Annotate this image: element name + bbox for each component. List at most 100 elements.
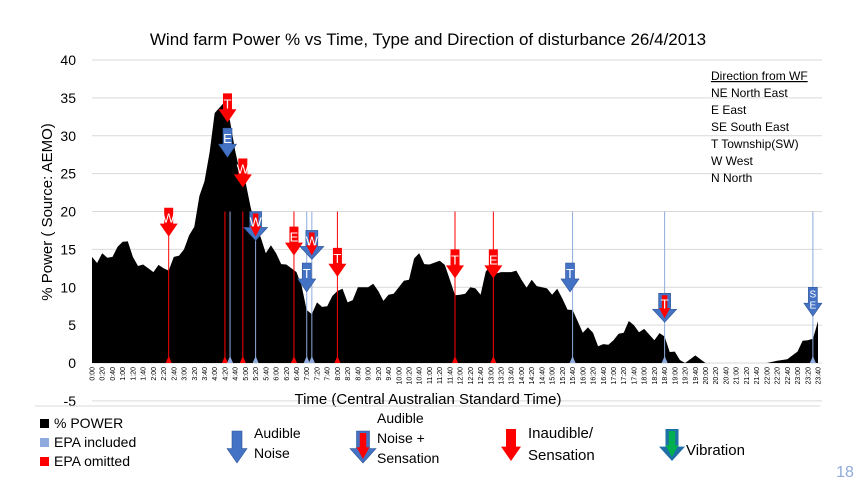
epa-included-legend-label: EPA included: [54, 434, 136, 450]
epa-included-marker: [303, 356, 310, 363]
epa-included-marker: [569, 356, 576, 363]
audible-legend-label: Audible: [254, 425, 301, 441]
x-tick-label: 21:00: [734, 367, 741, 385]
x-tick-label: 15:20: [560, 367, 567, 385]
disturbance-direction-label: T: [661, 296, 669, 311]
disturbance-arrow-inaudible: [328, 247, 347, 277]
y-tick-label: 5: [68, 317, 76, 333]
x-tick-label: 7:40: [325, 367, 332, 381]
x-tick-label: 1:20: [130, 367, 137, 381]
disturbance-arrow-audible: [560, 262, 580, 293]
x-tick-label: 21:40: [754, 367, 761, 385]
epa-included-marker: [308, 356, 315, 363]
x-tick-label: 10:20: [406, 367, 413, 385]
disturbance-direction-label: W: [163, 211, 176, 226]
x-tick-label: 20:00: [703, 367, 710, 385]
vibration-legend-label: Vibration: [686, 442, 745, 459]
inaudible-legend-label: Inaudible/: [528, 425, 594, 442]
x-tick-label: 12:00: [458, 367, 465, 385]
audible-sensation-legend-label: Audible: [377, 410, 424, 426]
x-tick-label: 6:40: [294, 367, 301, 381]
disturbance-arrow-inaudible: [446, 249, 464, 279]
x-tick-label: 23:00: [795, 367, 802, 385]
x-tick-label: 23:40: [816, 367, 823, 385]
x-tick-label: 19:00: [672, 367, 679, 385]
disturbance-direction-label: T: [303, 266, 311, 281]
chart-title: Wind farm Power % vs Time, Type and Dire…: [150, 30, 706, 49]
x-tick-label: 16:20: [591, 367, 598, 385]
x-tick-label: 20:40: [723, 367, 730, 385]
x-tick-label: 10:00: [396, 367, 403, 385]
direction-item: SE South East: [711, 120, 790, 134]
x-tick-label: 18:00: [642, 367, 649, 385]
x-axis-label: Time (Central Australian Standard Time): [294, 391, 561, 408]
x-tick-label: 14:20: [529, 367, 536, 385]
x-tick-label: 3:20: [192, 367, 199, 381]
series-legend: % POWER EPA included EPA omitted: [40, 415, 136, 469]
x-tick-label: 1:00: [120, 367, 127, 381]
disturbance-arrow-inaudible: [218, 93, 237, 123]
direction-item: N North: [711, 171, 752, 185]
x-tick-label: 6:00: [274, 367, 281, 381]
epa-included-marker: [252, 356, 259, 363]
epa-omitted-marker: [334, 356, 341, 363]
y-tick-label: 0: [68, 355, 76, 371]
disturbance-direction-label: T: [224, 96, 232, 111]
disturbance-direction-label: E: [290, 230, 299, 245]
y-tick-label: 25: [60, 166, 76, 182]
x-tick-label: 15:40: [570, 367, 577, 385]
x-tick-label: 5:00: [243, 367, 250, 381]
x-tick-label: 14:00: [519, 367, 526, 385]
direction-item: E East: [711, 103, 747, 117]
y-tick-label: 35: [60, 90, 76, 106]
epa-omitted-marker: [290, 356, 297, 363]
disturbance-arrow-both-inner: [250, 213, 262, 237]
x-tick-label: 6:20: [284, 367, 291, 381]
disturbance-direction-label: E: [810, 300, 817, 311]
epa-included-marker: [661, 356, 668, 363]
audible-sensation-legend-label: Noise +: [377, 430, 425, 446]
x-tick-label: 4:00: [212, 367, 219, 381]
x-tick-label: 3:00: [182, 367, 189, 381]
disturbance-arrow-inaudible: [284, 226, 303, 256]
page-number: 18: [836, 464, 854, 481]
x-tick-label: 10:40: [417, 367, 424, 385]
y-tick-label: 40: [60, 52, 76, 68]
direction-item: NE North East: [711, 86, 788, 100]
x-tick-label: 12:40: [478, 367, 485, 385]
audible-sensation-legend-label: Sensation: [377, 450, 439, 466]
direction-legend: Direction from WF NE North East E East S…: [711, 69, 808, 185]
x-tick-label: 8:20: [345, 367, 352, 381]
disturbance-arrow-inaudible: [484, 249, 503, 279]
x-tick-label: 7:00: [304, 367, 311, 381]
direction-legend-title: Direction from WF: [711, 69, 808, 83]
x-tick-label: 11:00: [427, 367, 434, 384]
x-tick-label: 15:00: [550, 367, 557, 385]
x-tick-label: 18:20: [652, 367, 659, 385]
audible-sensation-arrow-icon-inner: [356, 433, 370, 459]
x-tick-label: 13:20: [499, 367, 506, 385]
x-tick-label: 13:00: [488, 367, 495, 385]
x-tick-label: 17:40: [631, 367, 638, 385]
disturbance-arrow-both-inner: [659, 295, 671, 319]
disturbance-direction-label: W: [306, 233, 319, 248]
disturbance-arrow-inaudible: [159, 207, 178, 237]
x-tick-label: 0:40: [110, 367, 117, 381]
y-axis-label: % Power ( Source: AEMO): [39, 123, 56, 301]
inaudible-sensation-arrow-icon: [501, 429, 521, 461]
audible-noise-arrow-icon: [226, 430, 248, 464]
disturbance-arrow-both-inner: [306, 232, 318, 256]
x-tick-label: 12:20: [468, 367, 475, 385]
x-tick-label: 13:40: [509, 367, 516, 385]
x-tick-label: 11:20: [437, 367, 444, 384]
epa-omitted-marker: [239, 356, 246, 363]
disturbance-direction-label: W: [249, 215, 262, 230]
x-tick-label: 2:20: [161, 367, 168, 381]
x-tick-label: 17:20: [621, 367, 628, 385]
disturbance-direction-label: T: [451, 252, 459, 267]
x-tick-label: 0:00: [90, 367, 97, 381]
x-tick-label: 2:00: [151, 367, 158, 381]
disturbance-direction-label: S: [810, 289, 817, 300]
